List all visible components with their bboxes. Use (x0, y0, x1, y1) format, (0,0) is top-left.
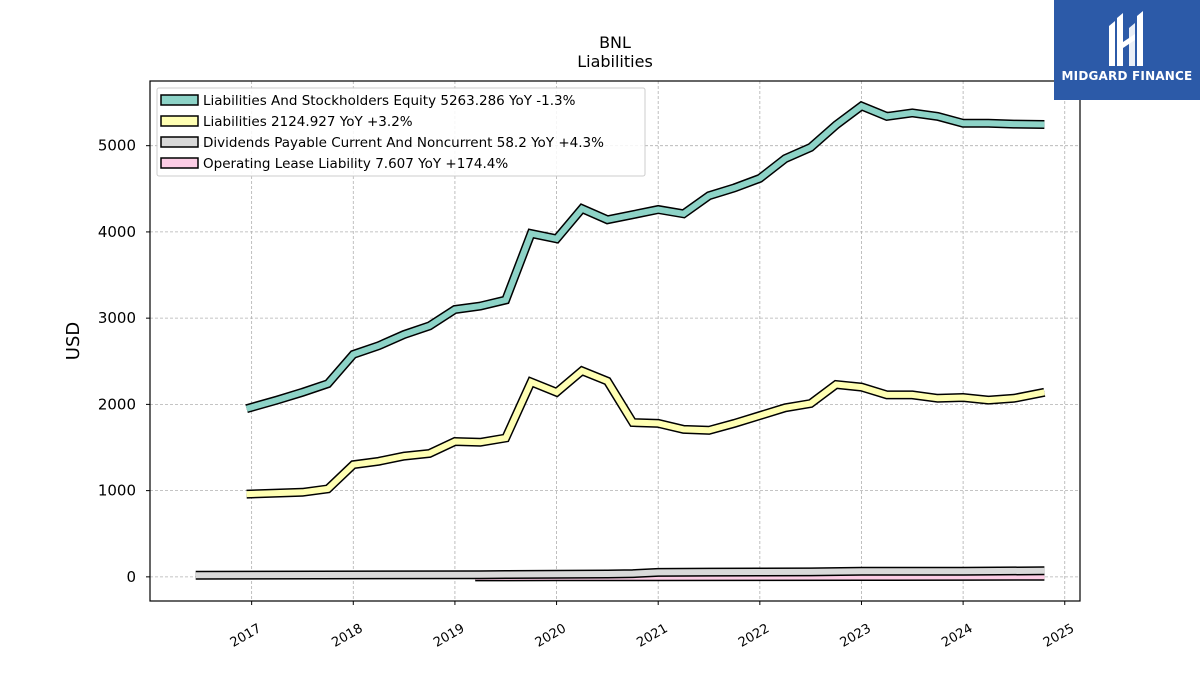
y-axis-label: USD (63, 322, 84, 360)
y-tick-label: 1000 (98, 482, 136, 500)
legend-swatch (160, 136, 199, 148)
series-layer (195, 100, 1046, 582)
series-line (246, 367, 1045, 498)
legend-label: Dividends Payable Current And Noncurrent… (203, 135, 604, 151)
y-tick-label: 0 (126, 568, 136, 586)
legend-swatch (160, 157, 199, 169)
y-tick-label: 5000 (98, 137, 136, 155)
legend-label: Operating Lease Liability 7.607 YoY +174… (203, 156, 508, 172)
y-tick-label: 4000 (98, 223, 136, 241)
legend-swatch (160, 94, 199, 106)
brand-logo: MIDGARD FINANCE (1054, 0, 1200, 100)
y-tick-label: 2000 (98, 395, 136, 413)
y-tick-label: 3000 (98, 309, 136, 327)
legend-box (156, 87, 646, 177)
legend-label: Liabilities 2124.927 YoY +3.2% (203, 114, 413, 130)
logo-mark-icon (1109, 11, 1143, 66)
legend-label: Liabilities And Stockholders Equity 5263… (203, 93, 576, 109)
legend-swatch (160, 115, 199, 127)
chart-title: BNL (599, 33, 631, 52)
logo-text: MIDGARD FINANCE (1061, 69, 1193, 83)
plot-frame (149, 80, 1081, 602)
chart-subtitle: Liabilities (577, 52, 653, 71)
legend: Liabilities And Stockholders Equity 5263… (156, 87, 646, 177)
series-line (245, 102, 1045, 412)
series-line (195, 567, 1045, 579)
